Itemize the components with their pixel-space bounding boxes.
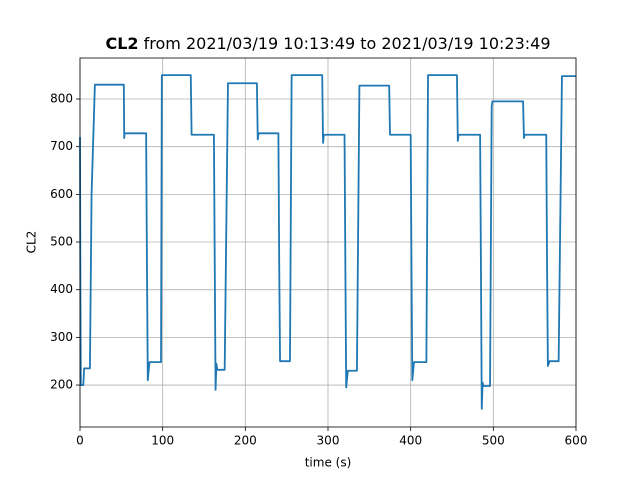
x-tick-label: 500 xyxy=(482,434,505,448)
title-name: CL2 xyxy=(105,34,138,53)
x-tick-label: 600 xyxy=(565,434,588,448)
y-tick-label: 200 xyxy=(50,378,73,392)
plot-frame xyxy=(79,57,577,428)
y-axis-label: CL2 xyxy=(25,231,39,254)
y-tick-label: 600 xyxy=(50,187,73,201)
x-tick-label: 400 xyxy=(399,434,422,448)
x-tick-label: 200 xyxy=(234,434,257,448)
chart-title: CL2 from 2021/03/19 10:13:49 to 2021/03/… xyxy=(105,34,550,53)
x-tick-label: 0 xyxy=(76,434,84,448)
y-tick-label: 500 xyxy=(50,235,73,249)
title-text: from 2021/03/19 10:13:49 to 2021/03/19 1… xyxy=(144,34,551,53)
data-line xyxy=(79,74,576,410)
y-tick-label: 800 xyxy=(50,92,73,106)
y-tick-label: 700 xyxy=(50,139,73,153)
y-tick-label: 300 xyxy=(50,330,73,344)
y-tick-label: 400 xyxy=(50,282,73,296)
x-axis-label: time (s) xyxy=(305,456,352,470)
x-tick-label: 300 xyxy=(317,434,340,448)
x-tick-label: 100 xyxy=(151,434,174,448)
